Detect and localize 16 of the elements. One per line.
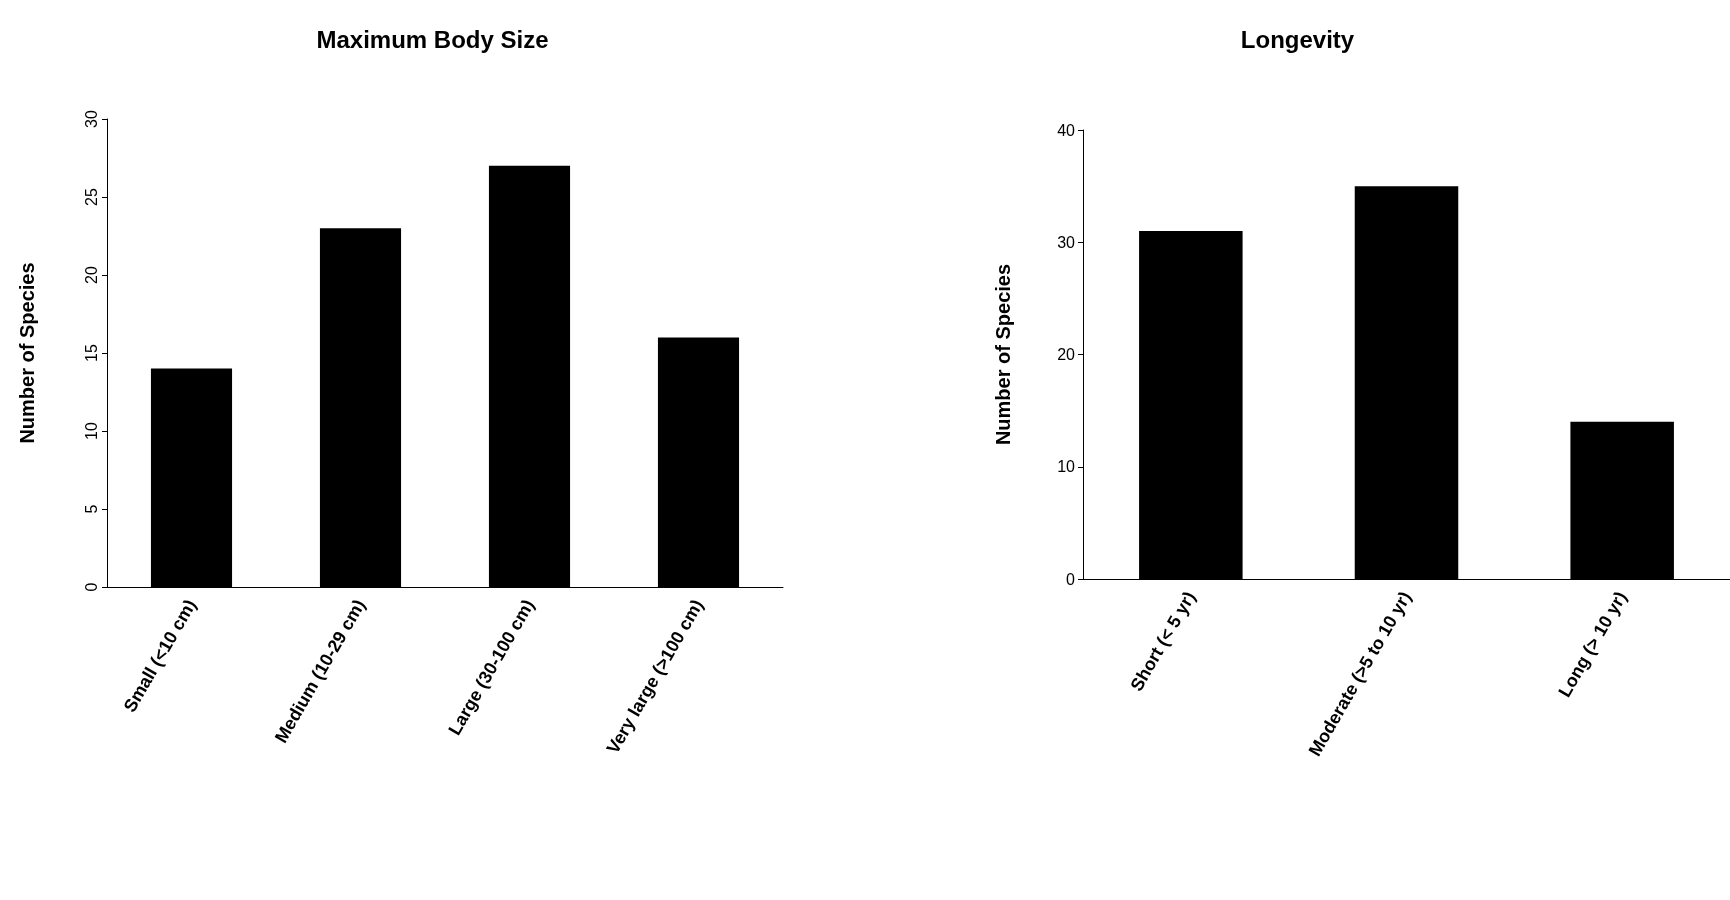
y-tick-label: 10	[1057, 458, 1076, 476]
y-tick-label: 30	[1057, 233, 1076, 251]
y-tick-label: 30	[82, 110, 100, 128]
y-axis-title: Number of Species	[16, 262, 38, 444]
y-tick-label: 0	[1066, 570, 1076, 588]
y-axis-title: Number of Species	[992, 263, 1014, 446]
y-tick-label: 5	[82, 504, 100, 514]
y-tick-label: 40	[1057, 121, 1076, 139]
chart-title: Longevity	[1240, 25, 1355, 53]
y-tick-label: 20	[1057, 346, 1076, 363]
y-tick-label: 20	[82, 266, 100, 284]
y-tick-label: 25	[82, 188, 100, 206]
y-tick-label: 10	[82, 422, 100, 440]
y-tick-label: 15	[82, 344, 100, 362]
chart-title: Maximum Body Size	[316, 25, 549, 53]
y-tick-label: 0	[82, 582, 100, 592]
